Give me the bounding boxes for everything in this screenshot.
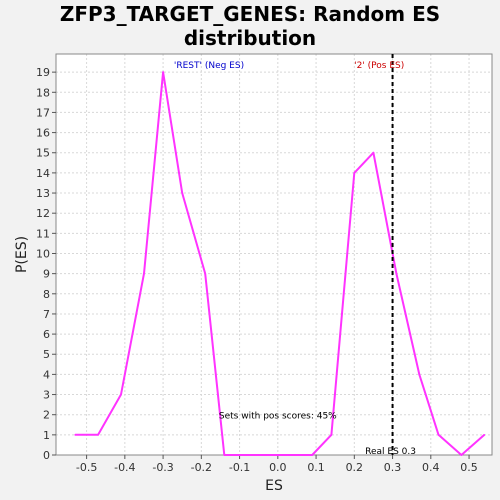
- chart-title: ZFP3_TARGET_GENES: Random ES distributio…: [0, 2, 500, 50]
- x-tick-label: 0.4: [422, 461, 440, 474]
- data-point: [288, 454, 291, 456]
- x-tick-label: 0.5: [460, 461, 478, 474]
- data-point: [437, 434, 440, 436]
- data-point: [418, 373, 421, 376]
- chart-title-line-2: distribution: [183, 26, 317, 50]
- y-tick-label: 16: [36, 127, 50, 140]
- y-tick-label: 18: [36, 86, 50, 99]
- real-es-label: Real ES 0.3: [365, 447, 416, 457]
- data-point: [311, 454, 314, 456]
- y-axis-title: P(ES): [14, 236, 30, 273]
- y-tick-label: 9: [43, 268, 50, 281]
- data-point: [353, 172, 356, 174]
- x-tick-label: 0.1: [307, 461, 325, 474]
- x-tick-label: -0.3: [152, 461, 173, 474]
- data-point: [97, 434, 99, 436]
- x-tick-label: -0.2: [191, 461, 212, 474]
- x-tick-label: 0.3: [384, 461, 402, 474]
- y-tick-label: 0: [43, 449, 50, 462]
- x-axis-title: ES: [265, 478, 283, 494]
- data-point: [162, 71, 164, 73]
- y-tick-label: 11: [36, 227, 50, 240]
- data-point: [204, 272, 206, 275]
- plot-area: [56, 54, 492, 455]
- data-point: [395, 272, 398, 275]
- data-point: [143, 272, 145, 275]
- y-tick-label: 5: [43, 348, 50, 361]
- es-distribution-line: [75, 71, 486, 456]
- y-tick-label: 19: [36, 66, 50, 79]
- data-point: [265, 454, 268, 456]
- data-point: [120, 393, 122, 396]
- data-point: [460, 454, 463, 456]
- series-group: [74, 71, 486, 456]
- chart-title-line-1: ZFP3_TARGET_GENES: Random ES: [59, 2, 441, 26]
- y-tick-label: 12: [36, 207, 50, 220]
- y-tick-label: 8: [43, 288, 50, 301]
- data-point: [246, 454, 249, 456]
- y-tick-label: 2: [43, 409, 50, 422]
- grid-lines: [56, 54, 492, 456]
- data-point: [330, 434, 333, 436]
- data-point: [483, 434, 486, 436]
- x-tick-label: -0.4: [114, 461, 135, 474]
- y-tick-label: 17: [36, 106, 50, 119]
- y-tick-label: 3: [43, 389, 50, 402]
- data-point: [181, 192, 184, 194]
- y-tick-label: 14: [36, 167, 50, 180]
- x-tick-label: -0.5: [76, 461, 97, 474]
- x-tick-label: 0.2: [346, 461, 364, 474]
- pos-es-label: '2' (Pos ES): [354, 61, 404, 71]
- y-tick-label: 6: [43, 328, 50, 341]
- annotations: 'REST' (Neg ES) '2' (Pos ES) Sets with pos…: [174, 54, 416, 457]
- y-tick-label: 7: [43, 308, 50, 321]
- y-tick-label: 13: [36, 187, 50, 200]
- y-tick-label: 10: [36, 247, 50, 260]
- y-tick-label: 15: [36, 147, 50, 160]
- data-point: [74, 434, 76, 436]
- data-point: [372, 151, 375, 154]
- sets-with-pos-scores-label: Sets with pos scores: 45%: [219, 412, 337, 422]
- y-tick-label: 4: [43, 368, 50, 381]
- x-tick-label: -0.1: [229, 461, 250, 474]
- x-tick-label: 0.0: [269, 461, 287, 474]
- data-point: [223, 454, 226, 456]
- y-tick-label: 1: [43, 429, 50, 442]
- rest-neg-es-label: 'REST' (Neg ES): [174, 61, 244, 71]
- ticks: -0.5 -0.4 -0.3 -0.2 -0.1 0.0 0.1 0.2 0.3 0.4 0.5 0 1…: [36, 66, 478, 474]
